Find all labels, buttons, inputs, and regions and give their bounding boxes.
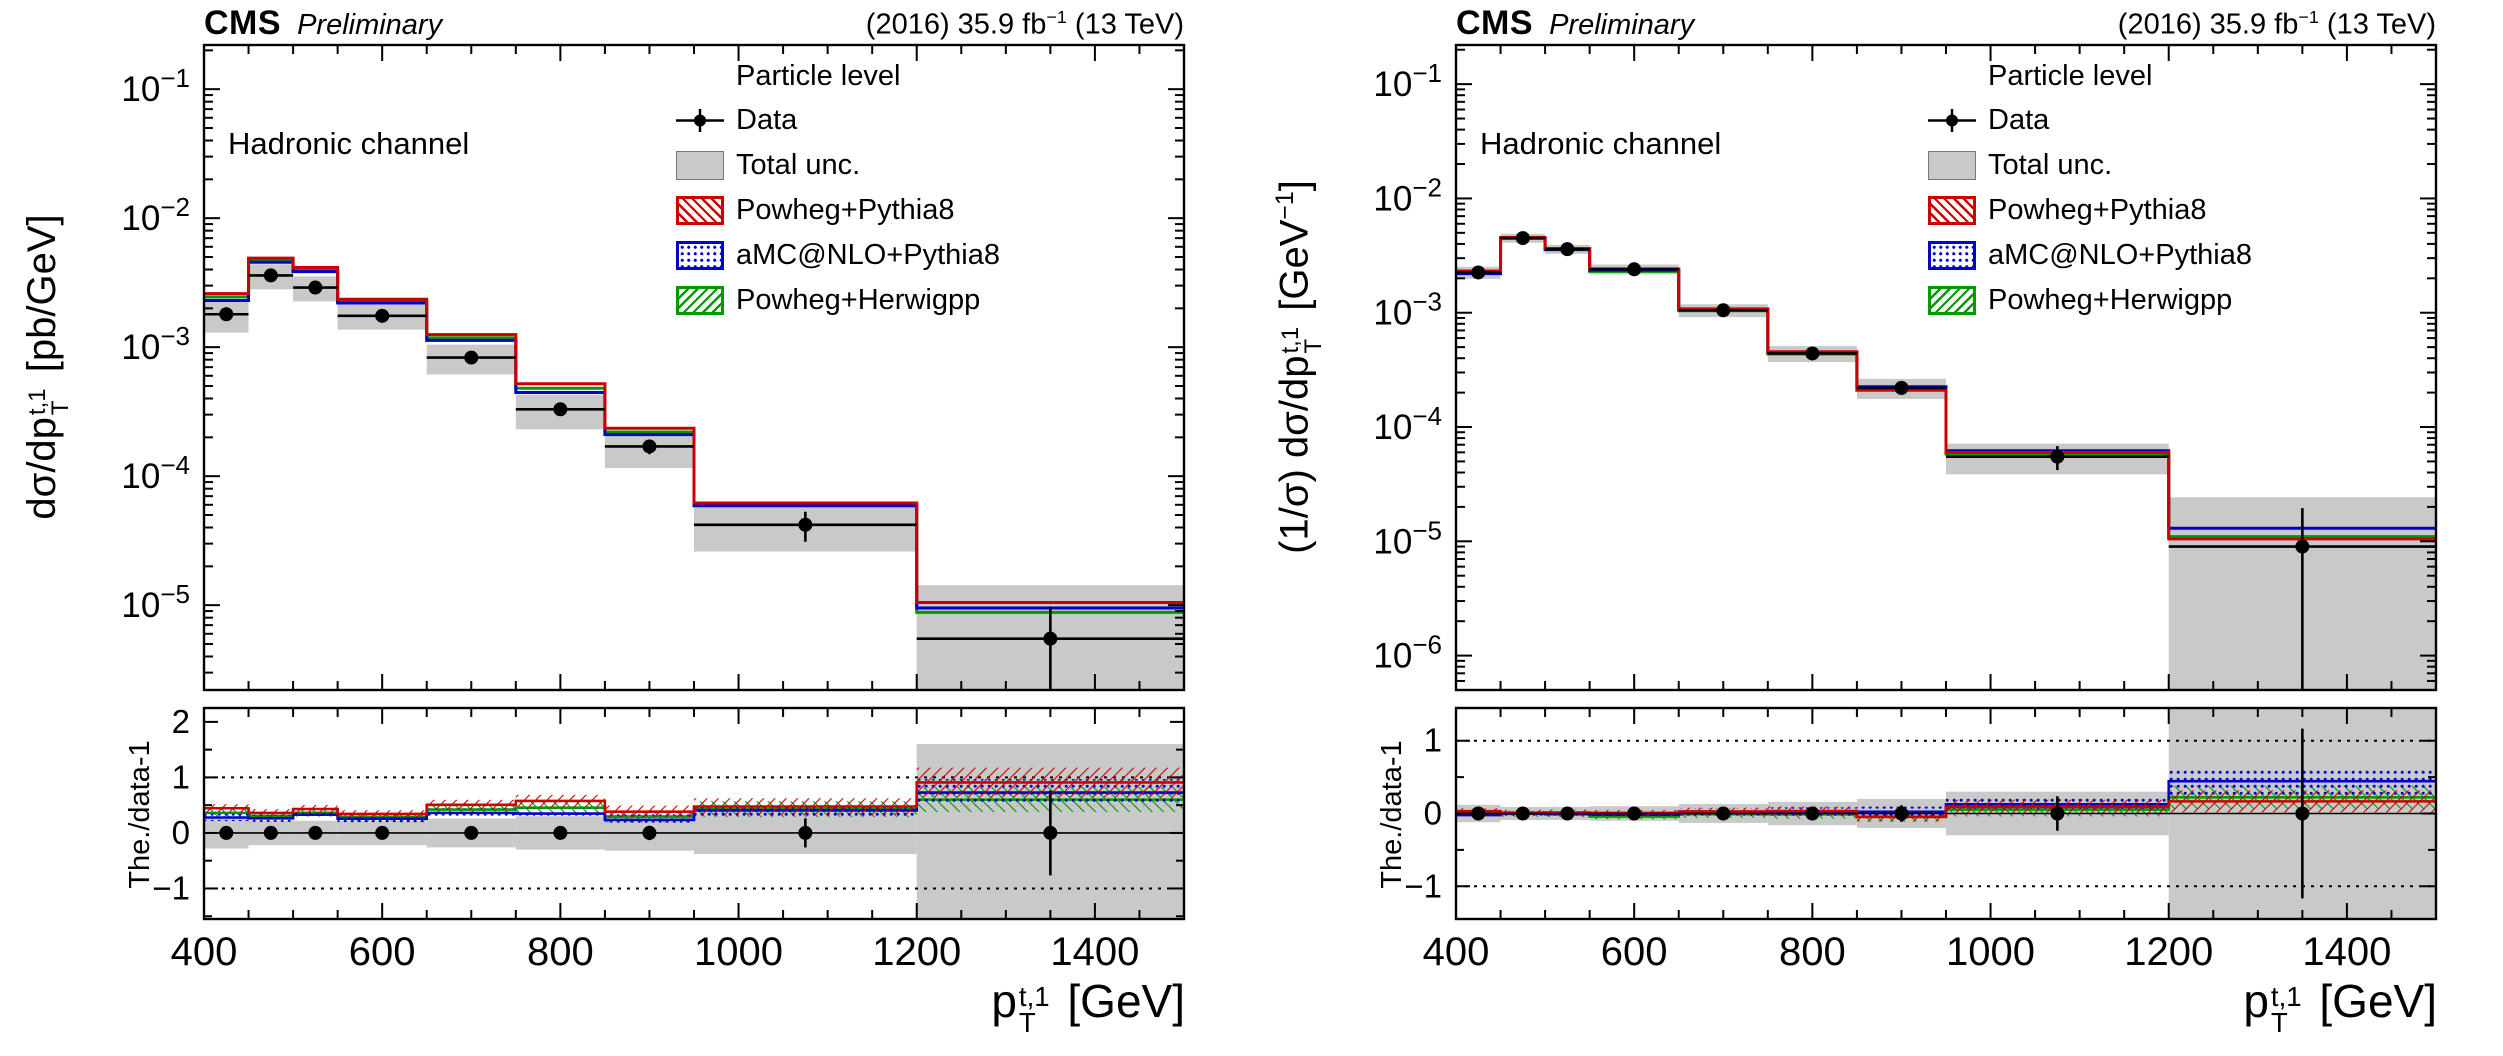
legend-label-powheg-herwigpp: Powheg+Herwigpp <box>1988 284 2233 316</box>
cross-section-plot-canvas: 400 600 800 1000 1200 140010−510−410−310−210−… <box>121 43 1186 974</box>
uncertainty-band-swatch <box>1928 151 1976 180</box>
y-axis-title: (1/σ) dσ/dp t,1 T [GeV−1] <box>1272 180 1327 554</box>
svg-text:10−1: 10−1 <box>1373 58 1442 104</box>
svg-text:1000: 1000 <box>694 930 783 974</box>
cms-label: CMS <box>1456 4 1534 42</box>
legend-item-data: Data <box>1928 98 2252 143</box>
powheg-herwigpp-swatch <box>676 286 724 315</box>
svg-text:400: 400 <box>1423 930 1490 974</box>
x-axis-title: p t,1 T [GeV] <box>991 975 1185 1039</box>
cms-label: CMS <box>204 4 282 42</box>
legend-item-powheg-pythia8: Powheg+Pythia8 <box>1928 188 2252 233</box>
amcatnlo-pythia8-swatch <box>676 241 724 270</box>
svg-text:10−4: 10−4 <box>1373 401 1442 447</box>
powheg-herwigpp-swatch <box>1928 286 1976 315</box>
legend-item-powheg-pythia8: Powheg+Pythia8 <box>676 188 1000 233</box>
svg-text:400: 400 <box>171 930 238 974</box>
svg-text:1000: 1000 <box>1946 930 2035 974</box>
plot-header: CMS Preliminary (2016) 35.9 fb−1 (13 TeV) <box>204 4 1184 43</box>
channel-label: Hadronic channel <box>228 126 470 161</box>
data-marker-icon <box>1928 106 1976 135</box>
ratio-y-axis-title: The./data-1 <box>1376 740 1408 889</box>
svg-text:1: 1 <box>172 758 190 795</box>
legend: Particle level Data Total unc. Powheg+Py… <box>1928 54 2252 323</box>
experiment-label-group: CMS Preliminary <box>204 4 442 43</box>
svg-text:10−5: 10−5 <box>121 579 190 625</box>
svg-text:2: 2 <box>172 703 190 740</box>
lumi-label: (2016) 35.9 fb−1 (13 TeV) <box>865 7 1184 41</box>
preliminary-label: Preliminary <box>297 9 443 41</box>
svg-text:10−2: 10−2 <box>121 192 190 238</box>
svg-text:10−2: 10−2 <box>1373 172 1442 218</box>
ratio-y-axis-title: The./data-1 <box>124 740 156 889</box>
svg-text:10−1: 10−1 <box>121 63 190 109</box>
plot-header: CMS Preliminary (2016) 35.9 fb−1 (13 TeV) <box>1456 4 2436 43</box>
legend-item-powheg-herwigpp: Powheg+Herwigpp <box>1928 278 2252 323</box>
svg-text:0: 0 <box>1424 795 1442 832</box>
figure-absolute-cross-section: 400 600 800 1000 1200 1400 10−5 10−4 10−3 10−2 10−… <box>0 0 1251 1056</box>
svg-text:0: 0 <box>172 814 190 851</box>
x-axis-title: p t,1 T [GeV] <box>2243 975 2437 1039</box>
powheg-pythia8-swatch <box>1928 196 1976 225</box>
legend-item-total-unc: Total unc. <box>676 143 1000 188</box>
legend-title: Particle level <box>1988 60 2153 92</box>
legend-label-total-unc: Total unc. <box>736 149 861 181</box>
normalized-cross-section-plot-canvas: 400 600 800 1000 1200 140010−610−510−410−310−… <box>1373 43 2438 974</box>
svg-text:1400: 1400 <box>2302 930 2391 974</box>
legend-title: Particle level <box>736 60 901 92</box>
legend-item-total-unc: Total unc. <box>1928 143 2252 188</box>
legend: Particle level Data Total unc. Powheg+Py… <box>676 54 1000 323</box>
legend-label-data: Data <box>736 104 798 136</box>
svg-text:600: 600 <box>1601 930 1668 974</box>
svg-text:10−5: 10−5 <box>1373 515 1442 561</box>
amcatnlo-pythia8-swatch <box>1928 241 1976 270</box>
preliminary-label: Preliminary <box>1549 9 1695 41</box>
figure-normalized-cross-section: 400 600 800 1000 1200 1400 10−6 10−5 10−4 10−3 10−… <box>1252 0 2503 1056</box>
svg-text:10−4: 10−4 <box>121 450 190 496</box>
legend-label-powheg-herwigpp: Powheg+Herwigpp <box>736 284 981 316</box>
svg-text:1200: 1200 <box>872 930 961 974</box>
svg-text:−1: −1 <box>152 869 190 906</box>
legend-item-amcatnlo-pythia8: aMC@NLO+Pythia8 <box>676 233 1000 278</box>
lumi-label: (2016) 35.9 fb−1 (13 TeV) <box>2117 7 2436 41</box>
legend-label-powheg-pythia8: Powheg+Pythia8 <box>736 194 955 226</box>
svg-text:−1: −1 <box>1404 867 1442 904</box>
legend-label-total-unc: Total unc. <box>1988 149 2113 181</box>
experiment-label-group: CMS Preliminary <box>1456 4 1694 43</box>
powheg-pythia8-swatch <box>676 196 724 225</box>
legend-item-amcatnlo-pythia8: aMC@NLO+Pythia8 <box>1928 233 2252 278</box>
legend-label-amcatnlo-pythia8: aMC@NLO+Pythia8 <box>736 239 1000 271</box>
legend-label-amcatnlo-pythia8: aMC@NLO+Pythia8 <box>1988 239 2252 271</box>
svg-text:1400: 1400 <box>1050 930 1139 974</box>
svg-text:1200: 1200 <box>2124 930 2213 974</box>
legend-item-data: Data <box>676 98 1000 143</box>
legend-item-powheg-herwigpp: Powheg+Herwigpp <box>676 278 1000 323</box>
channel-label: Hadronic channel <box>1480 126 1722 161</box>
uncertainty-band-swatch <box>676 151 724 180</box>
legend-label-powheg-pythia8: Powheg+Pythia8 <box>1988 194 2207 226</box>
svg-text:10−6: 10−6 <box>1373 630 1442 676</box>
svg-text:10−3: 10−3 <box>121 321 190 367</box>
svg-text:800: 800 <box>1779 930 1846 974</box>
svg-text:800: 800 <box>527 930 594 974</box>
data-marker-icon <box>676 106 724 135</box>
legend-label-data: Data <box>1988 104 2050 136</box>
svg-text:600: 600 <box>349 930 416 974</box>
y-axis-title: dσ/dp t,1 T [pb/GeV] <box>20 214 75 520</box>
svg-text:1: 1 <box>1424 722 1442 759</box>
svg-text:10−3: 10−3 <box>1373 287 1442 333</box>
